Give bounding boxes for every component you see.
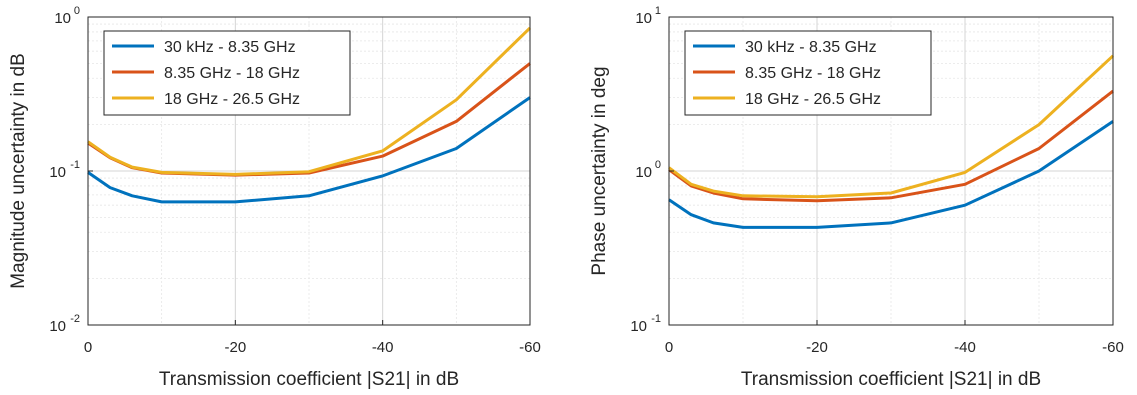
y-tick-label: 10	[49, 318, 66, 335]
series-group	[668, 54, 1115, 229]
legend-label-3: 18 GHz - 26.5 GHz	[164, 91, 300, 108]
x-tick-label: -20	[806, 339, 828, 356]
x-tick-label: 0	[665, 339, 673, 356]
y-tick-label: 10	[630, 318, 647, 335]
x-tick-label: 0	[84, 339, 92, 356]
legend: 30 kHz - 8.35 GHz 8.35 GHz - 18 GHz 18 GHz…	[103, 30, 351, 116]
y-tick-label: 10	[635, 10, 652, 27]
series-line-1	[87, 96, 531, 204]
legend-label-2: 8.35 GHz - 18 GHz	[745, 65, 881, 82]
legend-label-1: 30 kHz - 8.35 GHz	[745, 39, 877, 56]
series-line-3	[668, 54, 1115, 199]
y-tick-label: 10	[635, 164, 652, 181]
y-tick-exponent: 0	[74, 5, 80, 17]
legend-label-3: 18 GHz - 26.5 GHz	[745, 91, 881, 108]
x-tick-label: -60	[1102, 339, 1124, 356]
y-tick-exponent: 0	[655, 159, 661, 171]
x-tick-label: -60	[519, 339, 541, 356]
y-tick-exponent: -1	[70, 159, 80, 171]
x-axis-label: Transmission coefficient |S21| in dB	[741, 369, 1041, 390]
series-line-1	[668, 120, 1114, 229]
y-tick-exponent: 1	[655, 5, 661, 17]
legend-label-1: 30 kHz - 8.35 GHz	[164, 39, 296, 56]
x-tick-label: -40	[372, 339, 394, 356]
y-tick-exponent: -2	[70, 313, 80, 325]
x-tick-label: -40	[954, 339, 976, 356]
y-axis-label: Phase uncertainty in deg	[589, 66, 610, 275]
y-axis-label: Magnitude uncertainty in dB	[8, 53, 29, 289]
series-group	[87, 26, 532, 204]
y-tick-label: 10	[54, 10, 71, 27]
y-tick-exponent: -1	[651, 313, 661, 325]
legend: 30 kHz - 8.35 GHz 8.35 GHz - 18 GHz 18 GHz…	[684, 30, 932, 116]
x-axis-label: Transmission coefficient |S21| in dB	[159, 369, 459, 390]
y-tick-label: 10	[49, 164, 66, 181]
legend-label-2: 8.35 GHz - 18 GHz	[164, 65, 300, 82]
x-tick-label: -20	[224, 339, 246, 356]
series-line-3	[87, 26, 532, 176]
series-line-2	[668, 89, 1114, 203]
